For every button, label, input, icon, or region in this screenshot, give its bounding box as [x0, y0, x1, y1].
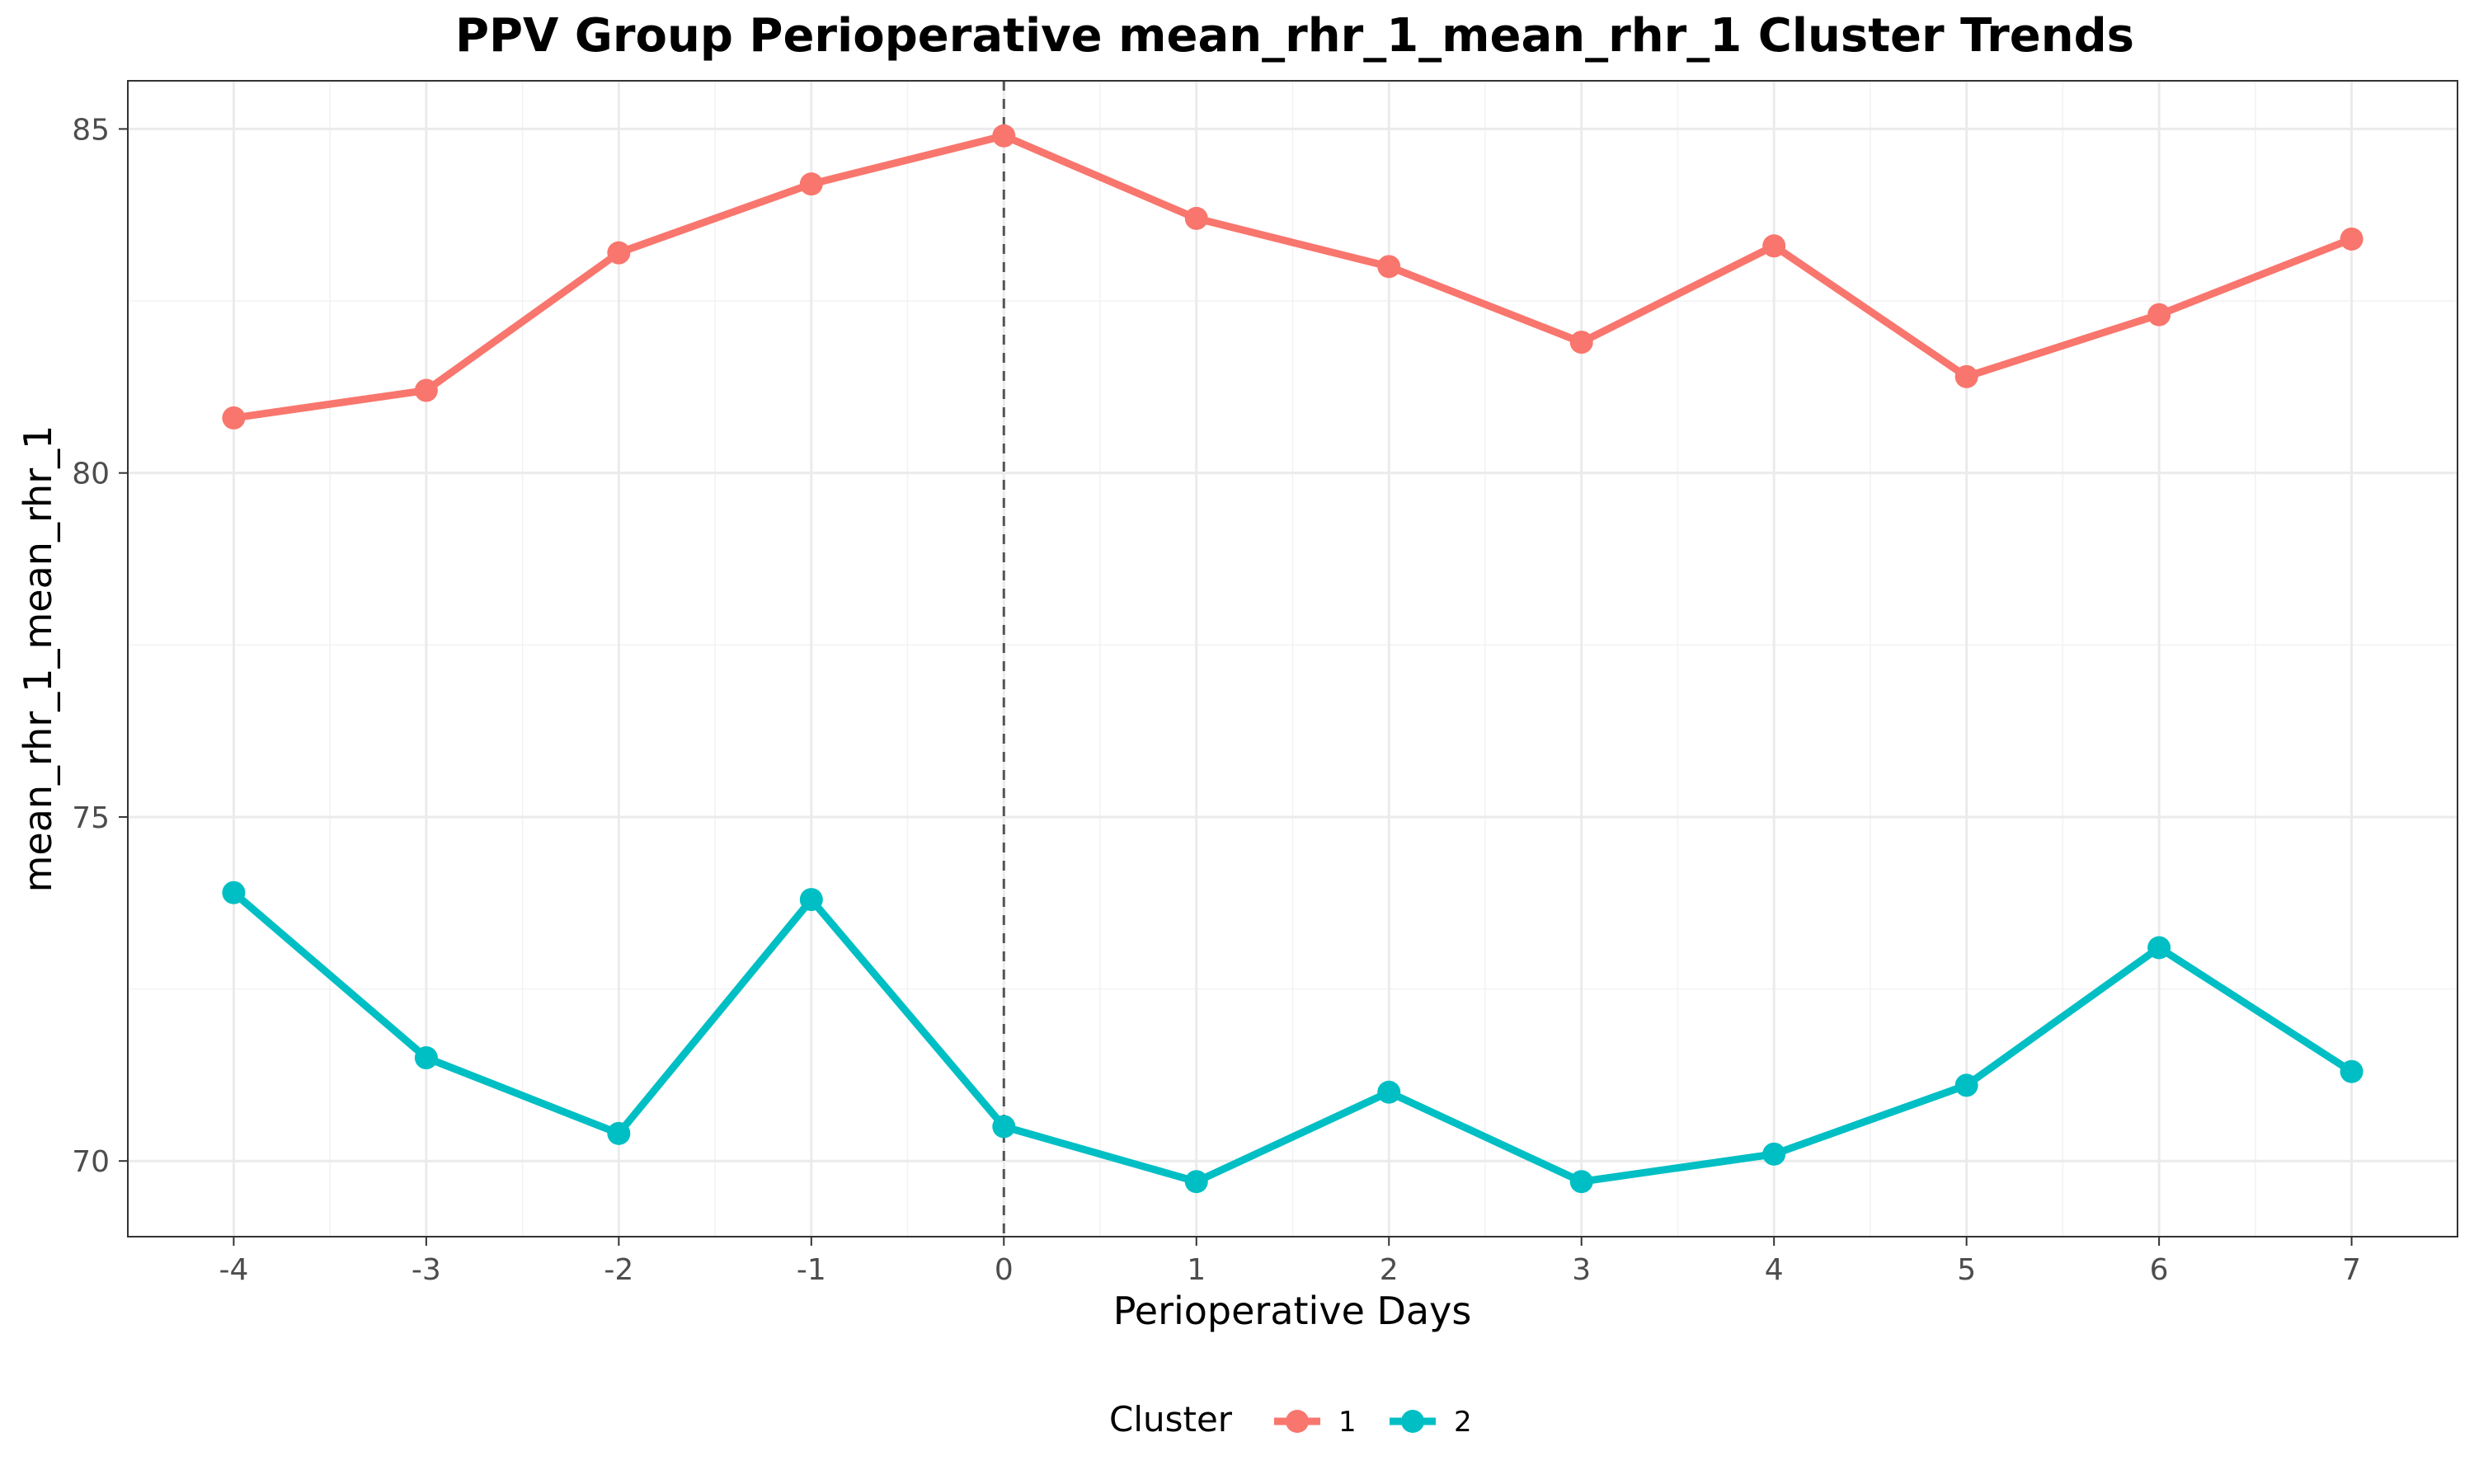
series-1-point: [222, 406, 246, 430]
x-tick-label: -1: [797, 1253, 826, 1287]
series-1-point: [1377, 255, 1401, 279]
series-1-group: [222, 124, 2363, 430]
y-tick-label: 75: [72, 801, 110, 835]
y-axis-ticks: 70 75 80 85: [72, 113, 128, 1179]
x-tick-label: 3: [1572, 1253, 1591, 1287]
series-2-point: [414, 1046, 438, 1070]
series-2-point: [1569, 1170, 1593, 1194]
x-tick-label: 4: [1765, 1253, 1784, 1287]
y-tick-label: 70: [72, 1145, 110, 1179]
y-tick-label: 85: [72, 113, 110, 147]
series-2-point: [1954, 1073, 1978, 1097]
series-1-point: [2340, 227, 2363, 251]
series-1-point: [607, 241, 631, 265]
x-tick-label: 2: [1380, 1253, 1399, 1287]
series-2-point: [2147, 936, 2171, 960]
series-2-point: [607, 1121, 631, 1145]
plot-panel-border: [127, 80, 2458, 1237]
series-1-point: [992, 124, 1016, 148]
x-tick-label: 0: [995, 1253, 1014, 1287]
series-1-line: [229, 132, 2356, 422]
series-layer: [222, 124, 2363, 1194]
y-axis-title: mean_rhr_1_mean_rhr_1: [16, 425, 60, 893]
series-2-point: [2340, 1059, 2363, 1083]
legend-label-1: 1: [1338, 1406, 1357, 1439]
x-tick-label: 6: [2150, 1253, 2169, 1287]
series-1-point: [1184, 206, 1208, 230]
x-axis-title: Perioperative Days: [1113, 1289, 1472, 1333]
chart-title: PPV Group Perioperative mean_rhr_1_mean_…: [455, 9, 2134, 63]
x-tick-label: -3: [412, 1253, 441, 1287]
series-1-point: [1762, 234, 1786, 258]
legend-key-2-point: [1401, 1410, 1424, 1433]
series-2-group: [222, 881, 2363, 1194]
series-2-point: [992, 1115, 1016, 1139]
legend-key-1-point: [1286, 1410, 1309, 1433]
legend: Cluster 1 2: [1109, 1399, 1472, 1439]
y-tick-label: 80: [72, 458, 110, 491]
x-tick-label: -2: [604, 1253, 633, 1287]
legend-label-2: 2: [1454, 1406, 1472, 1439]
x-tick-label: 5: [1957, 1253, 1976, 1287]
series-1-point: [1954, 364, 1978, 388]
series-1-point: [414, 378, 438, 402]
series-2-line: [229, 889, 2356, 1186]
legend-title: Cluster: [1109, 1399, 1233, 1439]
series-2-point: [1377, 1080, 1401, 1104]
x-tick-label: 1: [1187, 1253, 1206, 1287]
minor-grid: [128, 81, 2458, 1237]
series-2-point: [1184, 1170, 1208, 1194]
series-2-point: [1762, 1142, 1786, 1166]
x-tick-label: -4: [219, 1253, 248, 1287]
series-1-point: [1569, 331, 1593, 355]
series-2-point: [799, 888, 823, 912]
x-axis-ticks: -4 -3 -2 -1 0 1 2 3 4 5 6 7: [219, 1237, 2361, 1287]
x-tick-label: 7: [2342, 1253, 2361, 1287]
series-1-point: [2147, 303, 2171, 326]
series-2-point: [222, 881, 246, 904]
series-1-point: [799, 172, 823, 196]
